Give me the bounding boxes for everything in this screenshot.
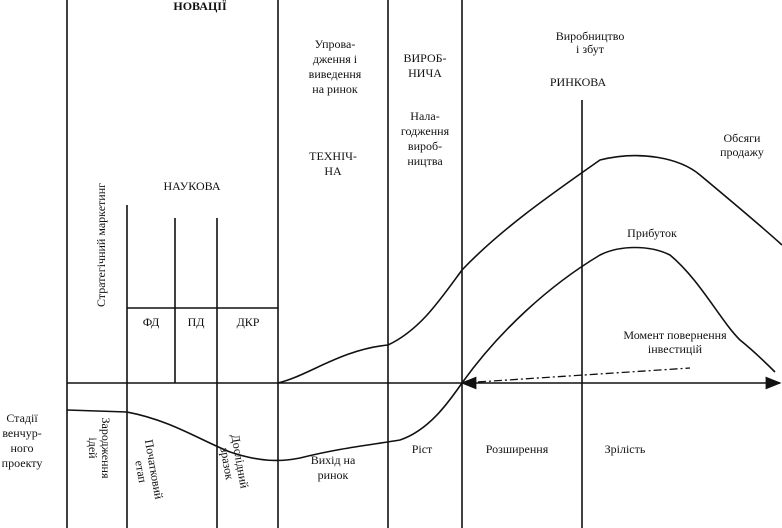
grid-lines bbox=[66, 0, 782, 528]
label-line: продажу bbox=[720, 145, 764, 159]
label-line: ВИРОБ- bbox=[403, 51, 446, 65]
profit-curve bbox=[66, 246, 776, 462]
expansion-label: Розширення bbox=[486, 442, 549, 456]
scientific-type-label: НАУКОВА bbox=[163, 179, 220, 193]
label-line: Розширення bbox=[486, 442, 549, 456]
label-line: вироб- bbox=[408, 139, 442, 153]
market-type-label: РИНКОВА bbox=[550, 75, 607, 89]
label-line: НАУКОВА bbox=[163, 179, 220, 193]
maturity-label: Зрілість bbox=[605, 442, 646, 456]
label-line: Вихід на bbox=[311, 453, 356, 467]
label-line: Обсяги bbox=[724, 131, 762, 145]
label-line: Зародження bbox=[99, 418, 113, 479]
label-line: Нала- bbox=[410, 109, 439, 123]
label-line: Момент повернення bbox=[623, 328, 727, 342]
technical-type-label: ТЕХНІЧ-НА bbox=[309, 149, 357, 178]
payback-label: Момент повернення інвестицій bbox=[623, 328, 727, 356]
label-line: ництва bbox=[407, 154, 443, 168]
growth-label: Ріст bbox=[412, 442, 433, 456]
label-line: РИНКОВА bbox=[550, 75, 607, 89]
origin-label: Зародженняідей bbox=[86, 418, 113, 479]
production-sales-label: Виробництво і збут bbox=[556, 29, 625, 56]
setup-label: Нала-годження вироб-ництва bbox=[401, 109, 450, 168]
label-line: ДКР bbox=[237, 315, 260, 329]
label-line: НА bbox=[324, 164, 342, 178]
label-line: Ріст bbox=[412, 442, 433, 456]
sales-curve bbox=[277, 154, 782, 384]
label-line: НИЧА bbox=[408, 66, 442, 80]
label-line: виведення bbox=[309, 67, 362, 81]
fd-label: ФД bbox=[143, 315, 160, 329]
label-line: на ринок bbox=[312, 82, 358, 96]
label-line: інвестицій bbox=[648, 342, 703, 356]
label-line: Упрова- bbox=[315, 37, 356, 51]
label-line: і збут bbox=[576, 42, 605, 56]
label-line: зразок bbox=[217, 446, 236, 481]
production-type-label: ВИРОБ-НИЧА bbox=[403, 51, 446, 80]
label-line: Стратегічний маркетинг bbox=[94, 183, 108, 307]
dkr-label: ДКР bbox=[237, 315, 260, 329]
label-line: ФД bbox=[143, 315, 160, 329]
label-line: НОВАЦІЇ bbox=[173, 0, 227, 13]
label-line: венчур- bbox=[2, 426, 41, 440]
initial-label: Початковийетап bbox=[129, 438, 166, 503]
introduction-label: Упрова-дження і виведення на ринок bbox=[309, 37, 362, 96]
label-line: проекту bbox=[2, 456, 43, 470]
stages-label: Стадії венчур-ного проекту bbox=[2, 411, 43, 470]
label-line: ПД bbox=[188, 315, 205, 329]
label-line: ринок bbox=[318, 468, 349, 482]
innovations-label: НОВАЦІЇ bbox=[173, 0, 227, 13]
label-line: ідей bbox=[86, 437, 100, 459]
label-line: Стадії bbox=[6, 411, 38, 425]
labels: НОВАЦІЇ Упрова-дження і виведення на ринок В… bbox=[2, 0, 764, 503]
pd-label: ПД bbox=[188, 315, 205, 329]
label-line: ТЕХНІЧ- bbox=[309, 149, 357, 163]
label-line: годження bbox=[401, 124, 450, 138]
profit-label: Прибуток bbox=[627, 226, 677, 240]
label-line: ного bbox=[10, 441, 33, 455]
strategic-marketing-label: Стратегічний маркетинг bbox=[94, 183, 108, 307]
sales-volume-label: Обсяги продажу bbox=[720, 131, 764, 159]
label-line: Зрілість bbox=[605, 442, 646, 456]
label-line: етап bbox=[132, 459, 150, 484]
prototype-label: Досліднийзразок bbox=[216, 433, 252, 492]
label-line: Прибуток bbox=[627, 226, 677, 240]
market-entry-label: Вихід на ринок bbox=[311, 453, 356, 482]
label-line: дження і bbox=[313, 52, 358, 66]
label-line: Виробництво bbox=[556, 29, 625, 43]
